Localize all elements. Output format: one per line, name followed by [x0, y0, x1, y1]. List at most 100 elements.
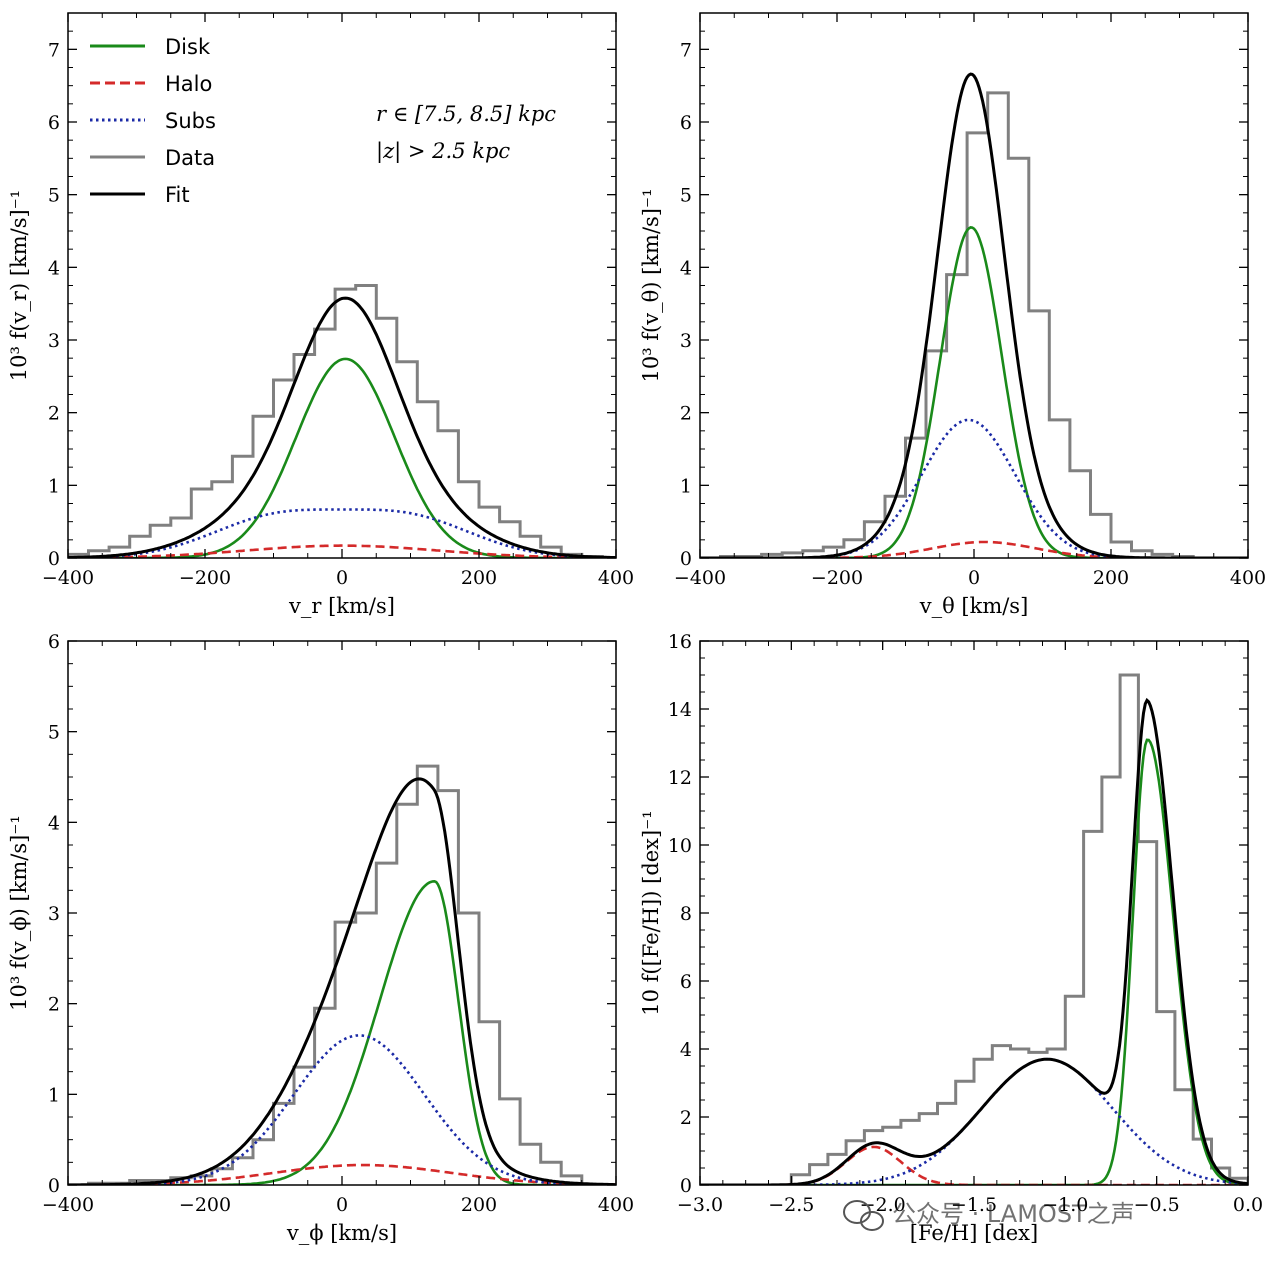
- vphi-ytick-label: 1: [48, 1084, 60, 1106]
- vtheta-xtick-label: −200: [811, 567, 863, 589]
- vr-xtick-label: 0: [336, 567, 348, 589]
- vr-ytick-label: 2: [48, 403, 60, 425]
- vphi-xtick-label: −200: [179, 1194, 231, 1216]
- vtheta-xtick-label: −400: [674, 567, 726, 589]
- panel-vphi: −400 −200 0 200 400 0 1 2 3 4 5 6 v_ϕ [km/s] 10³ f(v_…: [7, 631, 634, 1245]
- feh-ytick-label: 4: [680, 1039, 692, 1061]
- vtheta-axes-frame: [699, 12, 1249, 559]
- vtheta-ytick-label: 1: [680, 475, 692, 497]
- vphi-ytick-label: 4: [48, 812, 60, 834]
- feh-xtick-label: −0.5: [1134, 1194, 1180, 1216]
- vtheta-ytick-label: 0: [680, 548, 692, 570]
- watermark-text: 公众号 · LAMOST之声: [892, 1200, 1135, 1228]
- vr-plot-area: [68, 284, 616, 558]
- vr-xtick-label: 400: [598, 567, 634, 589]
- legend-label-disk: Disk: [165, 35, 211, 59]
- vr-ytick-label: 1: [48, 475, 60, 497]
- legend-label-fit: Fit: [165, 183, 190, 207]
- feh-ytick-label: 12: [668, 767, 692, 789]
- vphi-fit-curve: [68, 777, 616, 1185]
- vr-xtick-label: −400: [42, 567, 94, 589]
- feh-ytick-label: 10: [668, 835, 692, 857]
- vr-ylabel: 10³ f(v_r) [km/s]⁻¹: [7, 190, 31, 381]
- feh-xtick-label: 0.0: [1233, 1194, 1263, 1216]
- feh-xtick-label: −1.0: [1042, 1194, 1088, 1216]
- legend-label-halo: Halo: [165, 72, 212, 96]
- vtheta-ytick-label: 2: [680, 403, 692, 425]
- feh-ytick-label: 6: [680, 971, 692, 993]
- vtheta-subs-curve: [700, 418, 1248, 558]
- feh-data-histogram: [789, 673, 1248, 1185]
- vphi-axes-frame: [67, 640, 617, 1186]
- vphi-ytick-label: 2: [48, 994, 60, 1016]
- vphi-plot-area: [68, 764, 616, 1185]
- vr-axes-frame: [67, 12, 617, 559]
- vr-ytick-label: 6: [48, 112, 60, 134]
- feh-ytick-label: 14: [668, 699, 692, 721]
- vtheta-disk-curve: [700, 226, 1248, 558]
- vphi-xtick-label: 400: [598, 1194, 634, 1216]
- vphi-data-histogram: [68, 764, 616, 1185]
- vtheta-xtick-label: 0: [968, 567, 980, 589]
- vphi-xlabel: v_ϕ [km/s]: [286, 1221, 397, 1245]
- feh-xlabel: [Fe/H] [dex]: [910, 1221, 1038, 1245]
- feh-ytick-label: 16: [668, 631, 692, 653]
- vphi-ytick-label: 0: [48, 1175, 60, 1197]
- vr-xtick-label: −200: [179, 567, 231, 589]
- watermark: 公众号 · LAMOST之声: [843, 1200, 1135, 1231]
- feh-ytick-label: 2: [680, 1107, 692, 1129]
- vphi-xtick-label: 0: [336, 1194, 348, 1216]
- vtheta-ytick-label: 4: [680, 257, 692, 279]
- vr-data-histogram: [68, 284, 616, 558]
- vr-xtick-label: 200: [461, 567, 497, 589]
- vr-ytick-label: 7: [48, 39, 60, 61]
- feh-xtick-label: −2.0: [860, 1194, 906, 1216]
- vphi-ytick-label: 6: [48, 631, 60, 653]
- vphi-xtick-label: 200: [461, 1194, 497, 1216]
- vr-subs-curve: [68, 508, 616, 558]
- vphi-ytick-label: 3: [48, 903, 60, 925]
- panel-vr: −400 −200 0 200 400 0 1 2 3 4 5 6 7 v_r [km/s] 10³ f(v…: [7, 12, 634, 618]
- feh-disk-curve: [700, 738, 1248, 1185]
- legend-label-subs: Subs: [165, 109, 216, 133]
- annotation-height: |z| > 2.5 kpc: [376, 139, 510, 164]
- vr-xlabel: v_r [km/s]: [288, 594, 395, 618]
- vtheta-ytick-label: 3: [680, 330, 692, 352]
- vtheta-ylabel: 10³ f(v_θ) [km/s]⁻¹: [639, 188, 663, 382]
- vr-ytick-label: 3: [48, 330, 60, 352]
- vtheta-ytick-label: 5: [680, 185, 692, 207]
- vphi-disk-curve: [68, 879, 616, 1185]
- feh-xtick-label: −2.5: [768, 1194, 814, 1216]
- vphi-xtick-label: −400: [42, 1194, 94, 1216]
- feh-fit-curve: [700, 697, 1248, 1185]
- feh-xtick-label: −3.0: [677, 1194, 723, 1216]
- annotation-radius: r ∈ [7.5, 8.5] kpc: [376, 102, 556, 126]
- legend-label-data: Data: [165, 146, 215, 170]
- vtheta-ytick-label: 7: [680, 39, 692, 61]
- vphi-ylabel: 10³ f(v_ϕ) [km/s]⁻¹: [7, 815, 31, 1011]
- vr-ytick-label: 4: [48, 257, 60, 279]
- vr-fit-curve: [68, 296, 616, 558]
- vtheta-xtick-label: 200: [1093, 567, 1129, 589]
- feh-ylabel: 10 f([Fe/H]) [dex]⁻¹: [639, 810, 663, 1015]
- vtheta-data-histogram: [700, 91, 1248, 558]
- vtheta-xlabel: v_θ [km/s]: [919, 594, 1029, 618]
- vtheta-fit-curve: [700, 72, 1248, 558]
- vr-halo-curve: [68, 544, 616, 558]
- legend: Disk Halo Subs Data Fit: [90, 35, 216, 207]
- vr-ytick-label: 0: [48, 548, 60, 570]
- feh-axes-frame: [699, 640, 1249, 1186]
- vtheta-plot-area: [700, 72, 1248, 558]
- vtheta-ytick-label: 6: [680, 112, 692, 134]
- vr-ytick-label: 5: [48, 185, 60, 207]
- feh-xtick-label: −1.5: [951, 1194, 997, 1216]
- feh-ytick-label: 8: [680, 903, 692, 925]
- vtheta-xtick-label: 400: [1230, 567, 1266, 589]
- panel-feh: −3.0 −2.5 −2.0 −1.5 −1.0 −0.5 0.0 0 2 4 6 8 10 12 14 16…: [639, 631, 1263, 1245]
- wechat-icon: [843, 1200, 884, 1231]
- vphi-ytick-label: 5: [48, 722, 60, 744]
- feh-ytick-label: 0: [680, 1175, 692, 1197]
- feh-plot-area: [700, 673, 1248, 1185]
- panel-vtheta: −400 −200 0 200 400 0 1 2 3 4 5 6 7 v_θ [km/s] 10³ f(v…: [639, 12, 1266, 618]
